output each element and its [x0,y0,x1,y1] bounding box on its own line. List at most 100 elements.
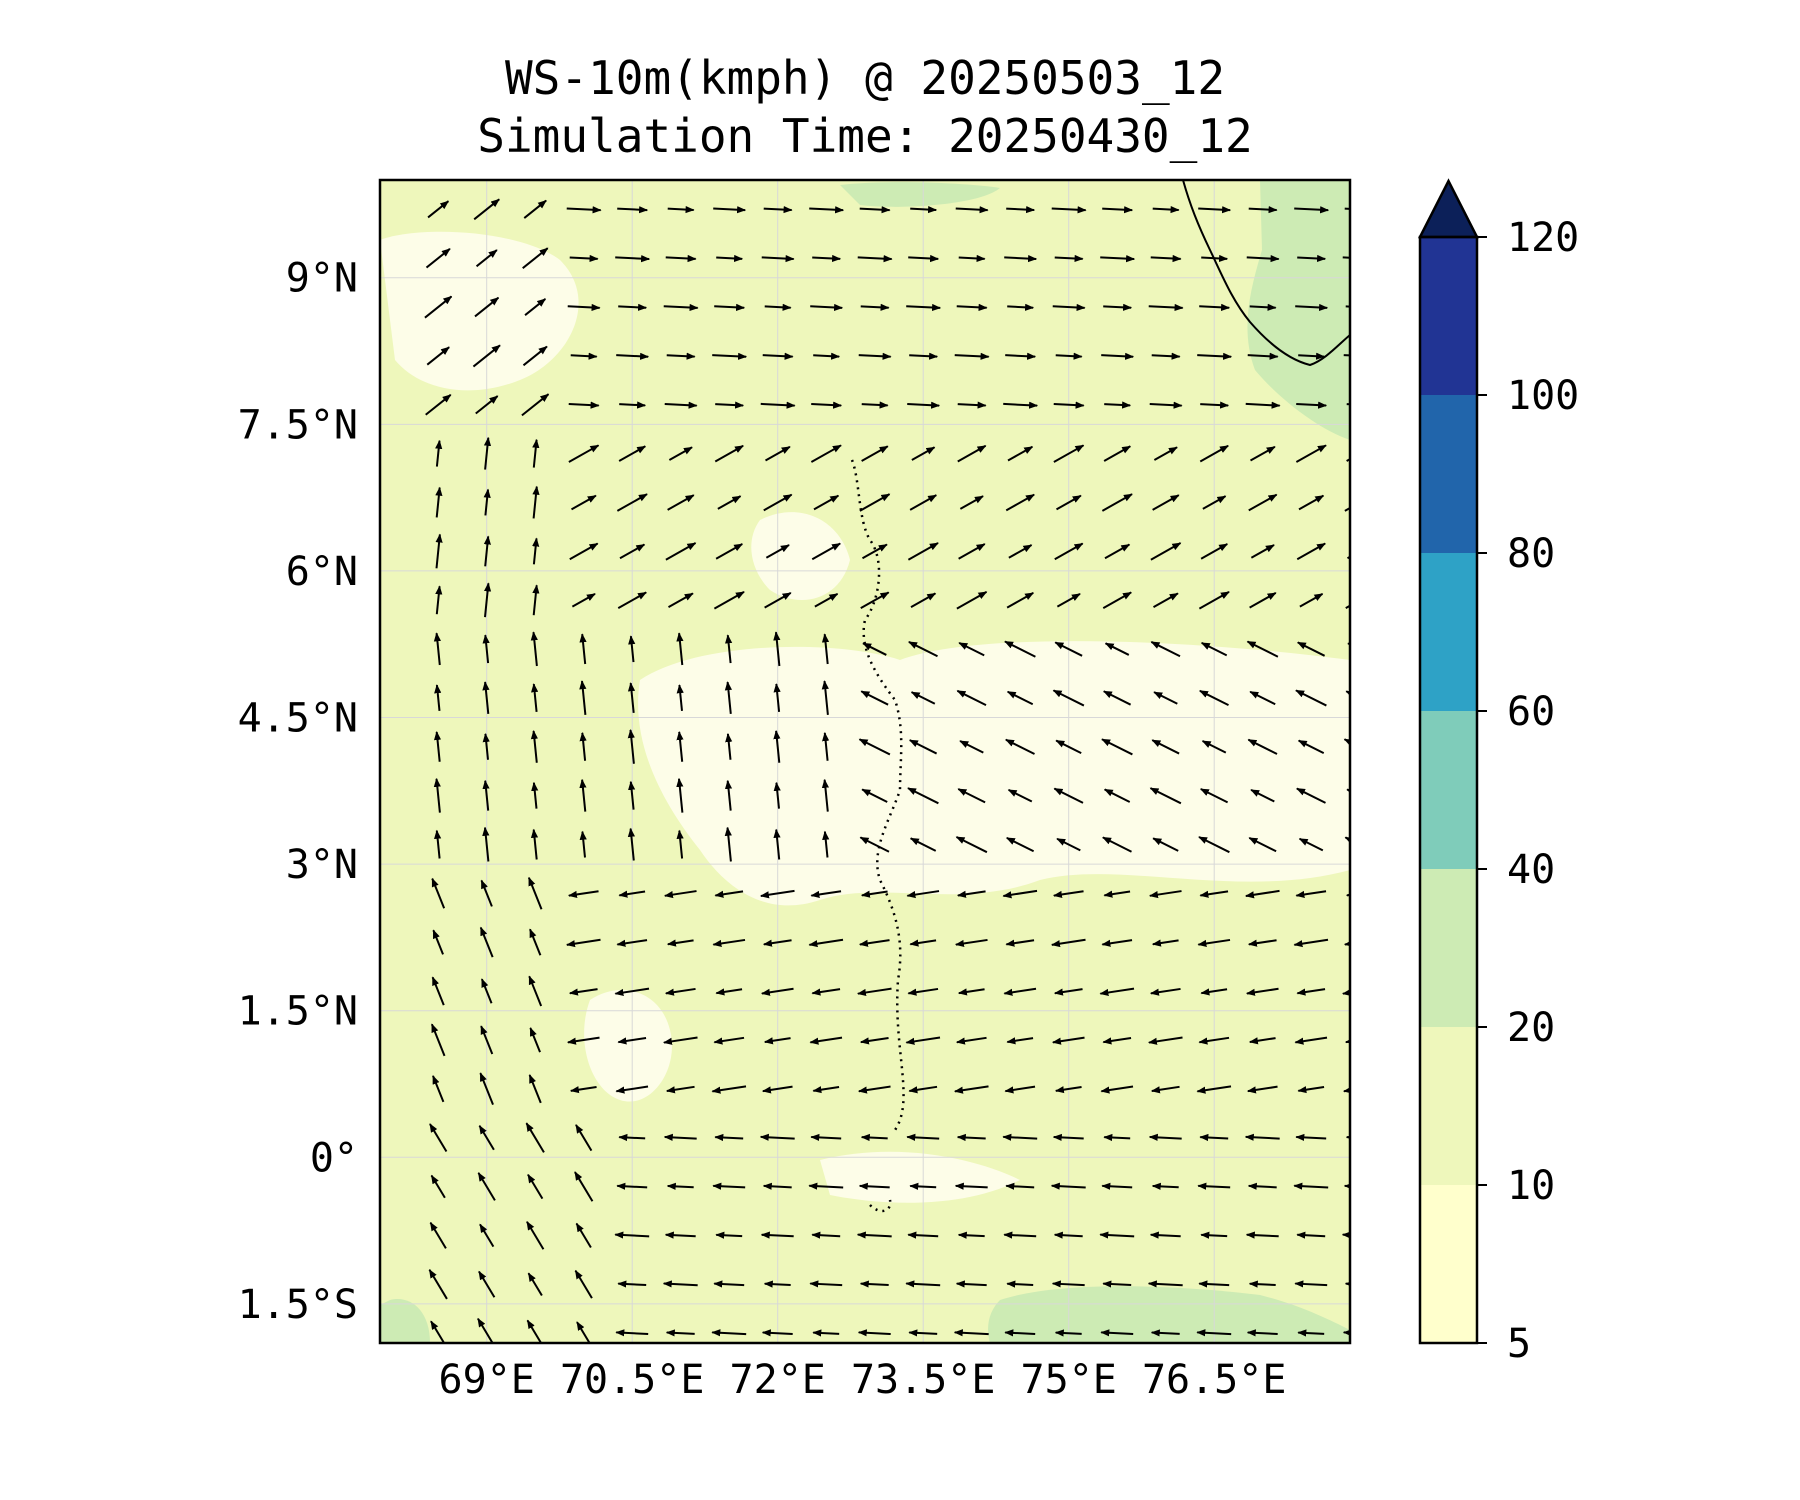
wind-vector [619,543,646,560]
wind-vector [715,401,745,409]
wind-vector [958,641,985,657]
wind-vector [760,987,794,996]
wind-vector [1104,543,1131,560]
wind-vector [568,401,600,409]
wind-vector [862,543,888,560]
wind-vector [1148,890,1182,899]
wind-vector [763,206,793,214]
wind-vector [957,988,985,996]
wind-vector [1153,691,1178,705]
wind-vector [567,890,599,899]
wind-vector [908,641,938,658]
wind-vector [808,1182,844,1190]
wind-vector [812,1085,840,1094]
wind-vector [425,248,451,269]
wind-vector [956,303,988,311]
wind-vector [773,730,781,763]
wind-vector [1248,1280,1276,1288]
wind-vector [1052,890,1084,899]
colorbar-tick-label: 120 [1507,215,1579,261]
wind-vector [473,198,500,221]
wind-vector [1151,739,1180,755]
wind-vector [627,729,635,764]
y-tick-label: 4.5°N [238,696,358,742]
wind-vector [858,939,890,947]
wind-vector [810,303,844,312]
y-tick-label: 1.5°S [238,1282,358,1328]
wind-vector [430,1023,446,1057]
wind-vector [725,634,733,664]
wind-vector [1051,1280,1085,1288]
wind-vector [907,987,939,996]
wind-vector [1248,206,1278,214]
wind-vector [959,740,984,754]
wind-vector [522,247,549,269]
wind-vector [667,494,695,511]
wind-vector [910,691,936,705]
wind-vector [668,446,693,461]
wind-vector [909,939,937,947]
wind-vector [856,987,892,997]
wind-vector [1296,787,1326,804]
wind-vector [1005,836,1035,853]
wind-vector [715,988,743,996]
wind-vector [1101,738,1133,756]
wind-vector [958,254,986,263]
colorbar-tick-label: 40 [1507,847,1555,893]
wind-vector [1102,690,1132,706]
wind-vector [614,987,650,997]
wind-vector [433,731,442,762]
wind-vector [1056,837,1081,852]
wind-vector [712,1182,746,1190]
wind-vector [479,1072,494,1106]
wind-vector [773,781,781,809]
wind-vector [759,889,795,899]
wind-vector [714,444,744,463]
wind-vector [907,542,939,561]
wind-vector [1250,544,1275,559]
wind-vector [1104,642,1130,656]
wind-vector [1099,987,1135,997]
wind-vector [434,829,442,859]
wind-vector [810,890,842,899]
wind-vector [617,206,649,214]
wind-vector [1244,1133,1280,1141]
wind-vector [811,542,841,561]
wind-vector [1007,445,1034,462]
wind-vector [1054,1329,1082,1337]
wind-vector [1006,1280,1034,1288]
wind-vector [724,826,732,862]
wind-vector [1150,1085,1180,1094]
wind-vector [859,1280,889,1288]
wind-vector [1050,938,1086,948]
wind-vector [956,591,988,610]
wind-vector [1149,1231,1181,1239]
wind-vector [958,543,986,560]
wind-vector [1099,1231,1135,1239]
colorbar-tick-label: 20 [1507,1005,1555,1051]
wind-vector [616,1182,648,1190]
wind-vector [957,788,986,804]
wind-vector [1198,836,1230,854]
wind-vector [1103,788,1131,803]
wind-vector [811,988,841,996]
wind-vector [821,680,829,715]
wind-vector [435,585,443,615]
wind-vector [860,690,889,706]
wind-vector [1246,1329,1278,1337]
wind-vector [1295,689,1327,707]
wind-vector [482,634,490,664]
x-tick-label: 75°E [1021,1357,1117,1403]
wind-vector [579,830,587,858]
wind-vector [773,631,781,667]
wind-vector [714,1133,744,1142]
wind-vector [1052,303,1086,312]
wind-vector [1056,592,1081,608]
wind-vector [523,199,547,219]
wind-vector [813,352,841,360]
wind-vector [435,439,443,467]
wind-vector [615,255,651,263]
wind-vector [662,1280,698,1288]
wind-vector [1247,738,1278,755]
